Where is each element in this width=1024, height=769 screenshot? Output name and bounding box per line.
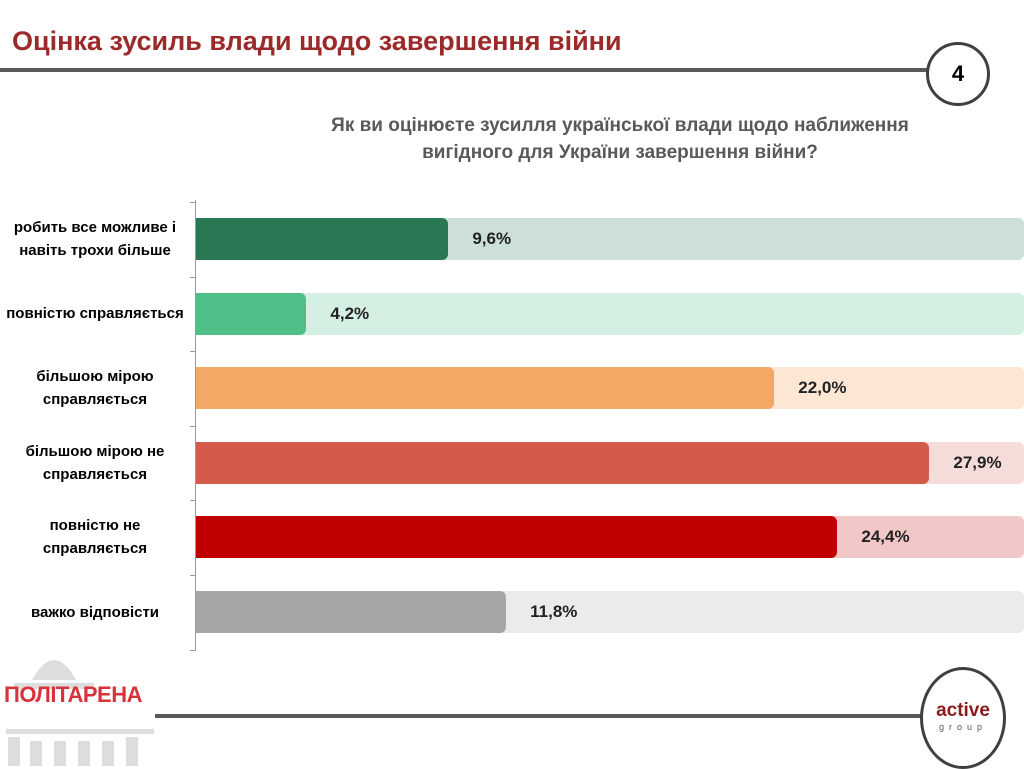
data-label: 22,0% bbox=[798, 378, 847, 398]
active-group-logo-sub: group bbox=[938, 722, 988, 732]
bar-track: 22,0% bbox=[196, 367, 1024, 410]
data-label: 11,8% bbox=[530, 602, 578, 621]
politarena-logo-text: ПОЛІТАРЕНА bbox=[4, 682, 143, 707]
active-group-logo-main: active bbox=[936, 700, 990, 721]
axis-tick bbox=[190, 202, 196, 203]
bar bbox=[196, 367, 775, 410]
slide-title: Оцінка зусиль влади щодо завершення війн… bbox=[12, 26, 622, 56]
bar-track: 27,9% bbox=[196, 441, 1024, 484]
bar-track: 9,6% bbox=[196, 218, 1024, 260]
politarena-building-logo bbox=[6, 660, 154, 766]
category-label: важко відповісти bbox=[30, 603, 160, 621]
axis-tick bbox=[190, 575, 196, 576]
axis-tick bbox=[190, 276, 196, 278]
data-label: 4,2% bbox=[330, 303, 370, 323]
axis-tick bbox=[190, 650, 196, 651]
axis-tick bbox=[190, 500, 196, 502]
bar-track: 24,4% bbox=[196, 516, 1024, 559]
category-label: більшою мірою справляється bbox=[36, 368, 154, 409]
active-group-logo: active group bbox=[920, 667, 1006, 769]
bar bbox=[196, 591, 507, 633]
axis-tick bbox=[190, 351, 196, 353]
data-label: 24,4% bbox=[861, 527, 910, 547]
axis-tick bbox=[190, 425, 196, 427]
bar-track: 11,8% bbox=[196, 591, 1024, 633]
page-number: 4 bbox=[926, 42, 990, 106]
bar bbox=[196, 441, 930, 484]
footer-divider bbox=[155, 714, 930, 718]
bar-track: 4,2% bbox=[196, 292, 1024, 335]
category-label: повністю не справляється bbox=[42, 517, 148, 558]
data-label: 9,6% bbox=[472, 229, 512, 248]
bar bbox=[196, 516, 838, 559]
bar bbox=[196, 292, 307, 335]
category-label: повністю справляється bbox=[6, 305, 184, 323]
data-label: 27,9% bbox=[953, 452, 1002, 472]
category-label: більшою мірою не справляється bbox=[25, 442, 165, 483]
chart-title: Як ви оцінюєте зусилля української влади… bbox=[331, 115, 909, 163]
bar bbox=[196, 218, 449, 260]
category-axis bbox=[195, 200, 196, 650]
category-label: робить все можливе і навіть трохи більше bbox=[13, 219, 177, 259]
title-divider bbox=[0, 68, 930, 72]
